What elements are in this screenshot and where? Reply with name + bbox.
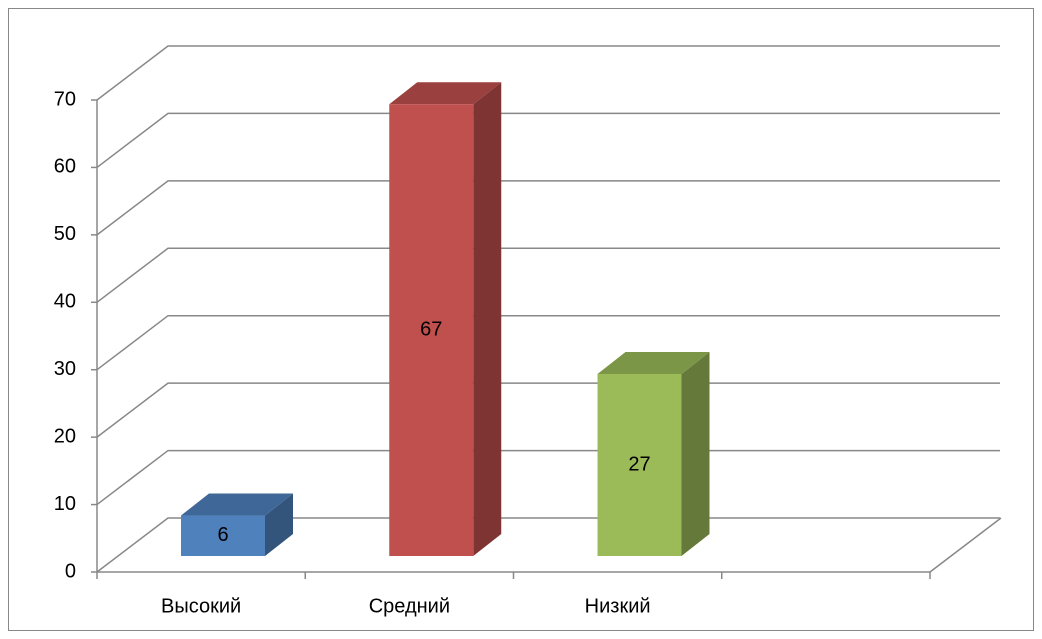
floor-edge <box>929 517 1002 573</box>
bar-top <box>181 493 293 516</box>
grid-line <box>96 112 1000 169</box>
bar <box>597 373 682 556</box>
bar-top <box>597 351 710 374</box>
y-tick-label: 40 <box>54 291 76 313</box>
grid-line <box>96 517 1000 573</box>
grid-line <box>96 247 1000 303</box>
bar-top <box>389 82 502 105</box>
x-tick-label: Низкий <box>585 595 651 617</box>
bar-side <box>681 351 710 556</box>
y-tick-label: 70 <box>54 88 76 110</box>
x-tick-label: Высокий <box>161 595 241 617</box>
value-label: 67 <box>420 318 442 340</box>
value-label: 6 <box>217 524 228 546</box>
grid-line <box>96 382 1000 438</box>
y-tick-label: 30 <box>54 358 76 380</box>
bar <box>181 515 265 556</box>
y-tick-label: 10 <box>54 493 76 515</box>
grid-line <box>96 180 1000 236</box>
grid-line <box>96 45 1000 101</box>
bar-side <box>265 493 293 556</box>
y-tick-label: 50 <box>54 223 76 245</box>
value-label: 27 <box>628 453 650 475</box>
grid-line <box>96 449 1000 506</box>
chart-frame <box>8 8 1034 631</box>
grid-line <box>96 314 1000 371</box>
y-tick-label: 0 <box>65 560 76 582</box>
bar <box>389 104 474 556</box>
y-tick-label: 60 <box>54 156 76 178</box>
x-tick-label: Средний <box>369 595 450 617</box>
y-tick-label: 20 <box>54 425 76 447</box>
bar-side <box>473 82 502 556</box>
